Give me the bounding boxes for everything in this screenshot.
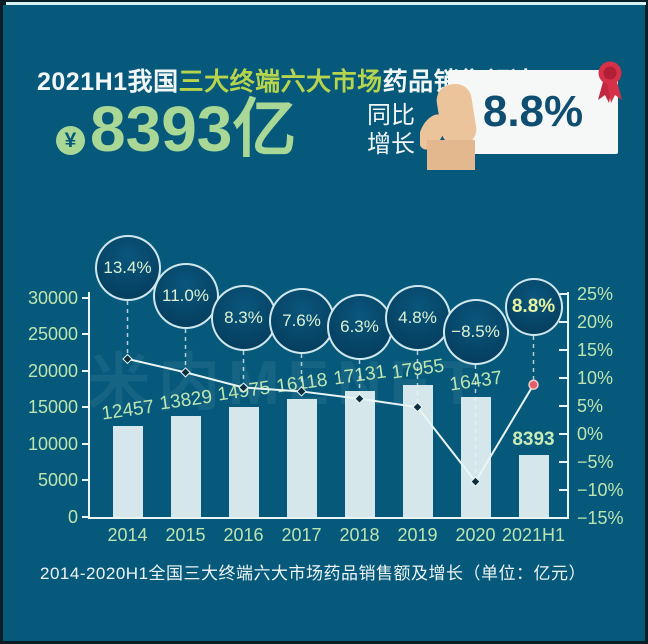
right-axis-tick-label: 0% [577, 424, 604, 444]
chart-caption: 2014-2020H1全国三大终端六大市场药品销售额及增长（单位：亿元） [40, 564, 587, 583]
right-axis-line [567, 292, 569, 519]
bar [228, 407, 259, 517]
yoy-value: 8.8% [482, 87, 584, 136]
growth-bubble: −8.5% [442, 299, 509, 365]
left-axis-tick-label: 25000 [27, 324, 78, 344]
bar [286, 398, 317, 517]
left-axis-tick [82, 296, 88, 299]
line-marker [470, 476, 481, 487]
growth-bubble: 7.6% [268, 288, 335, 354]
right-axis-tick [559, 405, 567, 407]
growth-bubble: 4.8% [384, 285, 451, 351]
left-axis-tick [82, 442, 88, 445]
growth-bubble: 8.3% [210, 285, 277, 351]
line-marker [180, 367, 191, 378]
year-label: 2018 [339, 525, 380, 545]
yuan-icon: ¥ [56, 126, 85, 155]
year-label: 2016 [223, 525, 264, 545]
line-marker [412, 401, 423, 413]
year-label: 2014 [107, 525, 148, 545]
right-axis-tick [559, 461, 567, 463]
right-axis-tick [559, 489, 567, 491]
growth-bubble: 13.4% [94, 235, 161, 301]
hand-icon [420, 84, 477, 170]
left-axis-tick [82, 369, 88, 372]
yoy-value-box: 8.8% [448, 70, 618, 154]
right-axis-tick [559, 321, 567, 323]
growth-bubble: 8.8% [504, 278, 563, 336]
bottom-axis-line [88, 517, 569, 519]
total-amount: 8393亿 [90, 94, 296, 164]
right-axis-tick-label: 5% [577, 396, 604, 416]
title-highlight: 三大终端六大市场 [178, 68, 383, 96]
amount-unit: 亿 [232, 93, 297, 165]
bar [344, 391, 375, 517]
right-axis-tick [559, 433, 567, 435]
year-label: 2019 [397, 525, 438, 545]
right-axis-tick-label: −5% [577, 452, 614, 472]
line-marker [238, 382, 249, 393]
right-axis-tick-label: 10% [577, 368, 614, 388]
growth-bubble: 11.0% [152, 263, 219, 329]
line-marker [296, 386, 307, 397]
left-axis-tick-label: 10000 [27, 433, 78, 454]
right-axis-tick [559, 377, 567, 379]
year-label: 2015 [165, 525, 206, 545]
growth-bubble: 6.3% [326, 294, 393, 360]
left-axis-tick-label: 15000 [27, 397, 78, 417]
year-label: 2020 [455, 525, 496, 545]
right-axis-tick-label: 15% [577, 340, 614, 360]
yoy-label-line2: 增长 [367, 131, 415, 158]
year-label: 2017 [281, 525, 322, 545]
top-divider [6, 2, 646, 5]
bar-value-label: 8393 [512, 429, 555, 451]
line-marker [354, 393, 365, 404]
right-axis-tick-label: 25% [577, 284, 614, 304]
left-axis-tick-label: 30000 [27, 287, 78, 308]
title-prefix: 2021H1我国 [37, 68, 179, 96]
left-axis-tick [82, 515, 88, 518]
line-marker-highlight [528, 379, 539, 390]
bar [170, 415, 201, 517]
left-axis-tick [82, 479, 88, 481]
left-axis-tick-label: 20000 [27, 360, 78, 381]
line-marker [122, 353, 133, 365]
right-axis-tick-label: −10% [577, 480, 624, 500]
left-axis-tick-label: 5000 [37, 470, 78, 490]
right-axis-tick-label: −15% [577, 508, 624, 528]
bar [518, 455, 549, 517]
yoy-label: 同比 增长 [367, 101, 415, 159]
medal-icon [598, 61, 622, 103]
left-axis-line [88, 292, 90, 517]
right-axis-tick [559, 349, 567, 351]
left-axis-tick [82, 333, 88, 335]
year-label: 2021H1 [501, 525, 566, 545]
amount-value: 8393 [90, 93, 233, 165]
right-axis-tick [559, 293, 567, 295]
yoy-label-line1: 同比 [367, 102, 415, 129]
left-axis-tick [82, 406, 88, 408]
growth-line [127, 357, 535, 484]
right-axis-tick [559, 517, 567, 519]
yuan-symbol: ¥ [64, 128, 77, 152]
bar [112, 425, 143, 517]
left-axis-tick-label: 0 [67, 506, 78, 527]
right-axis-tick-label: 20% [577, 312, 614, 332]
